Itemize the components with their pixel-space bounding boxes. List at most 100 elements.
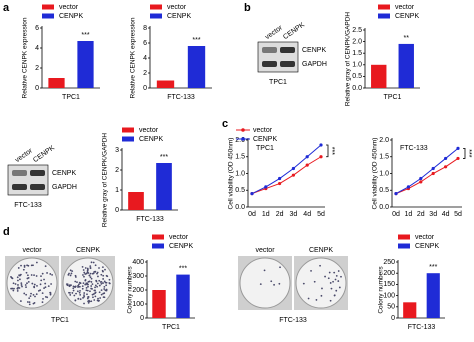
x-tick-label: 2d xyxy=(417,211,425,218)
colony xyxy=(36,284,38,287)
colony xyxy=(100,280,103,283)
colony xyxy=(20,284,23,286)
row-label: CENPK xyxy=(302,47,326,54)
colony xyxy=(33,301,36,304)
colony xyxy=(74,280,77,283)
colony xyxy=(90,287,93,290)
bar xyxy=(156,80,175,88)
colony xyxy=(46,272,48,274)
colony xyxy=(78,281,81,284)
y-tick-label: 2 xyxy=(35,65,39,72)
blot-band xyxy=(12,184,27,190)
colony xyxy=(329,282,332,284)
bar xyxy=(128,192,144,210)
colony xyxy=(83,302,85,305)
panel-label: a xyxy=(3,2,10,14)
colony xyxy=(102,274,105,277)
colony xyxy=(16,276,19,279)
colony xyxy=(108,282,111,284)
bracket xyxy=(326,144,329,158)
colony xyxy=(31,282,34,285)
series-line xyxy=(395,158,459,195)
point xyxy=(264,185,268,189)
colony xyxy=(24,284,27,286)
colony xyxy=(28,301,31,304)
colony xyxy=(302,282,305,285)
colony xyxy=(10,287,12,290)
colony xyxy=(26,301,29,303)
blot-band xyxy=(280,47,295,53)
colony xyxy=(337,280,340,282)
colony xyxy=(39,283,42,286)
lane-label: vector xyxy=(264,24,284,41)
colony xyxy=(87,296,90,298)
colony xyxy=(102,270,104,273)
significance: *** xyxy=(192,37,200,44)
blot-band xyxy=(12,170,27,176)
colony xyxy=(41,272,44,275)
legend-label: CENPK xyxy=(139,136,163,143)
legend-label: CENPK xyxy=(253,136,277,143)
colony xyxy=(92,296,94,299)
colony xyxy=(49,293,52,296)
y-tick-label: 0 xyxy=(143,85,147,92)
chart-title: FTC-133 xyxy=(400,145,428,152)
y-tick-label: 1.5 xyxy=(352,50,362,57)
point xyxy=(250,192,254,196)
blot-band xyxy=(30,184,45,190)
colony xyxy=(335,289,338,292)
colony xyxy=(74,276,77,278)
blot-band xyxy=(280,61,295,67)
colony xyxy=(19,278,21,281)
y-tick-label: 250 xyxy=(383,259,395,266)
y-tick-label: 1.0 xyxy=(235,170,245,177)
point xyxy=(291,166,295,171)
series-line xyxy=(251,156,322,195)
point xyxy=(431,171,435,176)
colony xyxy=(73,294,76,297)
point xyxy=(394,192,398,196)
colony xyxy=(76,290,79,293)
point xyxy=(406,185,410,189)
colony xyxy=(16,290,19,292)
colony xyxy=(82,282,85,285)
colony xyxy=(96,285,99,288)
point xyxy=(305,163,309,167)
colony xyxy=(87,283,89,286)
colony xyxy=(340,275,342,278)
y-tick-label: 2.0 xyxy=(379,137,389,144)
colony xyxy=(33,274,35,277)
colony xyxy=(29,295,32,298)
bar xyxy=(156,163,172,210)
colony xyxy=(103,288,106,290)
colony xyxy=(310,269,312,272)
colony xyxy=(313,280,316,283)
colony xyxy=(86,268,89,271)
colony xyxy=(67,273,70,276)
blot-frame xyxy=(7,164,49,196)
legend-label: vector xyxy=(395,4,415,11)
plate-label: vector xyxy=(22,247,42,254)
colony xyxy=(77,286,79,288)
y-axis-label: Colony numbers xyxy=(378,266,385,314)
y-tick-label: 1.5 xyxy=(379,154,389,161)
point xyxy=(444,156,448,161)
colony xyxy=(74,285,77,288)
bar xyxy=(398,43,414,88)
colony xyxy=(83,292,86,294)
colony xyxy=(12,289,15,292)
bar xyxy=(48,78,65,88)
significance: ** xyxy=(404,35,410,42)
colony xyxy=(94,286,96,289)
y-tick-label: 200 xyxy=(383,270,395,277)
colony xyxy=(86,297,89,300)
y-tick-label: 2 xyxy=(143,70,147,77)
y-tick-label: 100 xyxy=(132,301,144,308)
colony xyxy=(319,264,321,267)
colony xyxy=(68,284,71,287)
legend-swatch xyxy=(42,13,54,19)
colony xyxy=(44,286,47,289)
colony xyxy=(81,265,84,268)
colony xyxy=(84,278,87,281)
colony xyxy=(97,297,99,300)
